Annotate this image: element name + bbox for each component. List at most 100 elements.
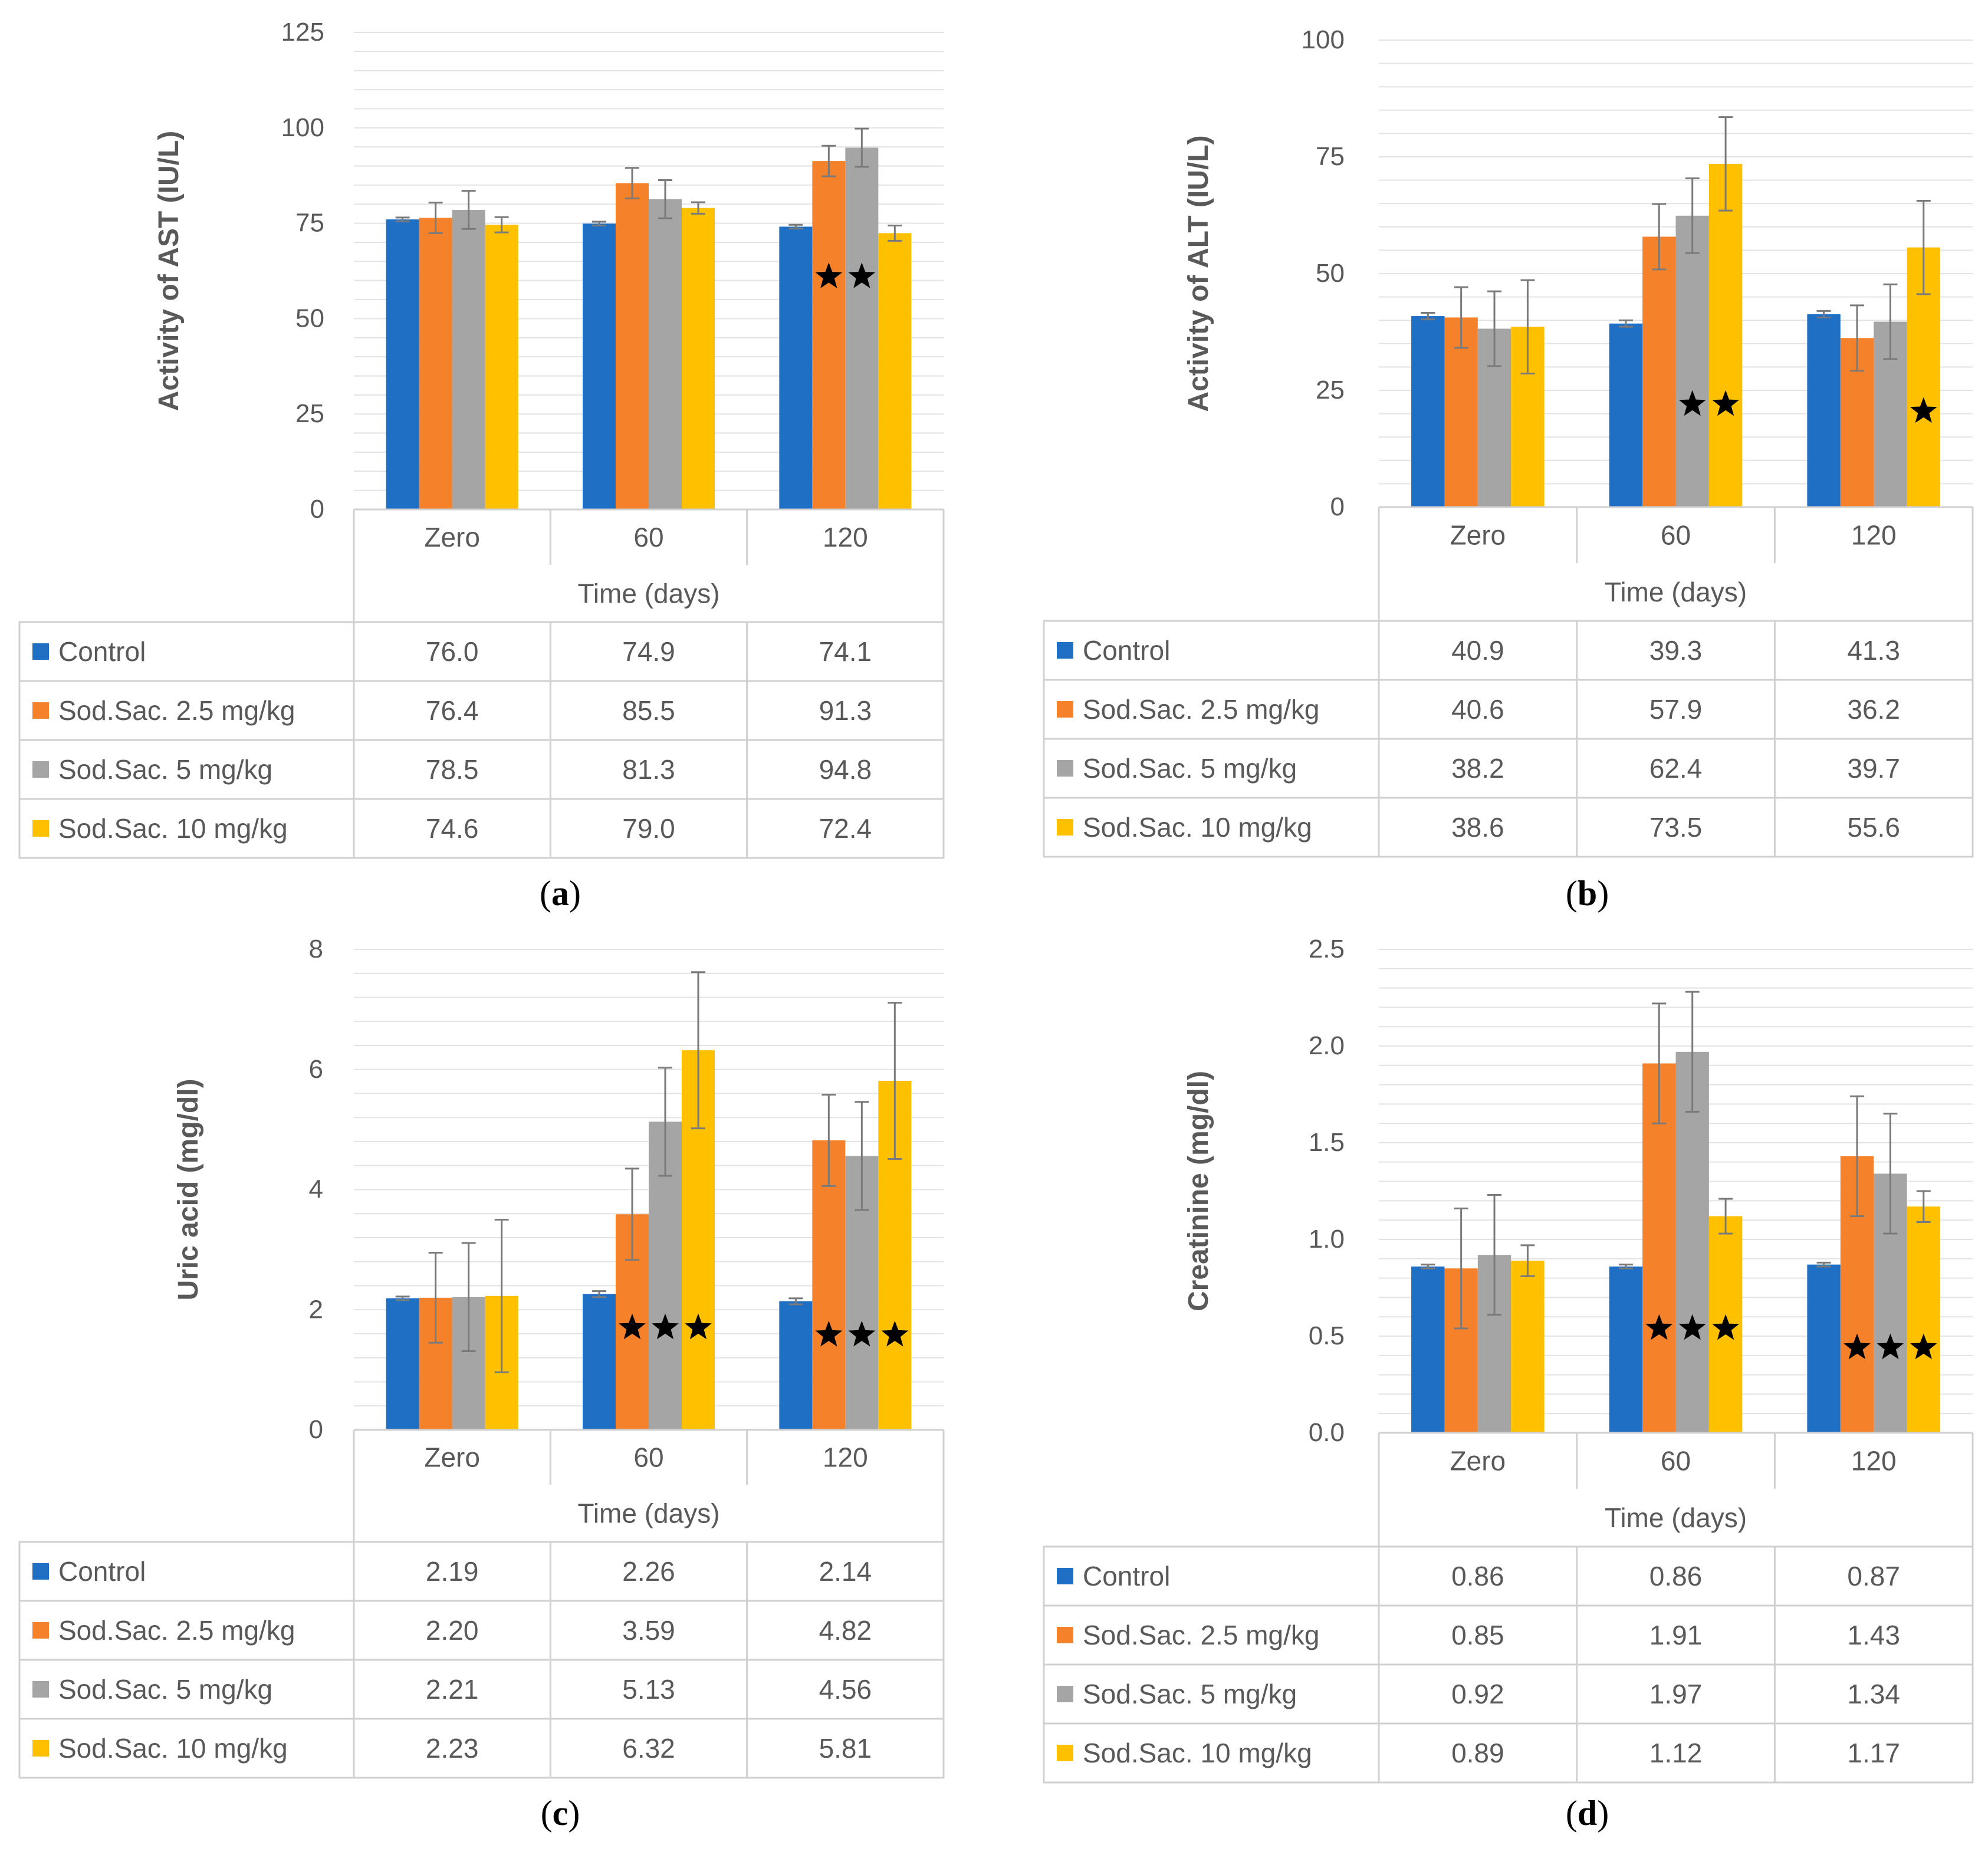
significance-star-b [1712, 390, 1739, 416]
ytick-label-d: 1.0 [1309, 1225, 1345, 1254]
data-label-d-s3-c0: 0.89 [1451, 1738, 1504, 1768]
data-label-d-s1-c1: 1.91 [1649, 1620, 1703, 1650]
x-axis-title-b: Time (days) [1605, 577, 1747, 607]
legend-label-c-s2: Sod.Sac. 5 mg/kg [58, 1674, 272, 1705]
error-bar-c-s0-c2 [788, 1297, 803, 1305]
error-bar-a-s3-c2 [888, 224, 902, 242]
category-label-d: 60 [1661, 1446, 1691, 1476]
significance-star-d [1844, 1333, 1871, 1360]
error-bar-b-s0-c2 [1816, 310, 1831, 318]
error-bar-a-s1-c2 [822, 144, 836, 177]
ytick-label-c: 2 [309, 1295, 323, 1324]
bar-b-s1-c0 [1444, 317, 1478, 507]
data-label-a-s2-c0: 78.5 [426, 754, 479, 785]
ytick-label-d: 1.5 [1309, 1128, 1345, 1157]
significance-star-c [815, 1321, 843, 1347]
y-axis-title-c: Uric acid (mg/dl) [173, 1078, 204, 1300]
legend-key-a-s1 [32, 702, 49, 719]
error-bar-c-s3-c1 [691, 971, 705, 1130]
bar-d-s0-c1 [1609, 1266, 1643, 1433]
data-label-d-s3-c2: 1.17 [1847, 1738, 1900, 1768]
data-label-c-s1-c2: 4.82 [819, 1615, 872, 1646]
error-bar-d-s1-c1 [1652, 1002, 1667, 1124]
data-label-a-s3-c2: 72.4 [819, 813, 872, 844]
ytick-label-c: 8 [309, 935, 323, 963]
bar-a-s0-c0 [386, 219, 419, 509]
panel-caption-a: (a) [540, 874, 581, 913]
panel-caption-d: (d) [1566, 1794, 1609, 1833]
data-label-b-s1-c2: 36.2 [1847, 694, 1900, 725]
data-label-a-s0-c0: 76.0 [426, 636, 479, 667]
y-axis-title-d: Creatinine (mg/dl) [1183, 1071, 1214, 1311]
data-label-c-s2-c0: 2.21 [426, 1674, 479, 1705]
ytick-label-a: 125 [281, 18, 324, 47]
legend-label-b-s0: Control [1083, 635, 1170, 666]
bar-a-s0-c1 [583, 223, 616, 509]
error-bar-b-s0-c1 [1618, 319, 1633, 328]
error-bar-d-s3-c1 [1718, 1198, 1733, 1235]
error-bar-c-s2-c0 [461, 1242, 476, 1353]
error-bar-d-s3-c2 [1916, 1190, 1931, 1223]
x-axis-title-c: Time (days) [577, 1498, 719, 1529]
error-bar-b-s3-c1 [1718, 116, 1733, 212]
error-bar-c-s3-c2 [888, 1002, 902, 1160]
error-bar-b-s1-c0 [1454, 286, 1468, 349]
panel-caption-c: (c) [541, 1794, 580, 1833]
data-table-grid-d [1043, 1432, 1974, 1784]
significance-star-c [652, 1313, 679, 1340]
data-label-a-s2-c1: 81.3 [622, 754, 675, 785]
error-bar-c-s3-c0 [494, 1218, 509, 1373]
legend-label-a-s2: Sod.Sac. 5 mg/kg [58, 754, 272, 785]
error-bar-a-s2-c1 [658, 179, 672, 219]
ytick-label-c: 6 [309, 1055, 323, 1084]
legend-label-c-s3: Sod.Sac. 10 mg/kg [58, 1733, 288, 1764]
ytick-label-a: 25 [295, 399, 324, 428]
legend-key-b-s0 [1057, 642, 1073, 659]
bar-a-s2-c2 [845, 147, 879, 509]
ytick-label-d: 0.0 [1309, 1418, 1345, 1447]
bar-a-s0-c2 [779, 226, 813, 509]
error-bar-d-s0-c0 [1421, 1264, 1435, 1269]
data-table-grid-c [18, 1429, 945, 1779]
error-bar-d-s1-c2 [1849, 1095, 1864, 1218]
error-bar-a-s1-c1 [625, 167, 639, 200]
data-label-a-s2-c2: 94.8 [819, 754, 872, 785]
legend-key-b-s2 [1057, 760, 1073, 777]
bar-b-s0-c1 [1609, 323, 1643, 507]
data-label-d-s0-c0: 0.86 [1451, 1561, 1504, 1591]
legend-label-c-s1: Sod.Sac. 2.5 mg/kg [58, 1615, 295, 1646]
significance-star-d [1678, 1314, 1706, 1340]
panel-c: 0 2 4 6 8 Uric acid (mg/dl) Zero 60 120 Time (day… [0, 926, 973, 1852]
legend-label-a-s0: Control [58, 636, 146, 667]
ytick-label-a: 100 [281, 113, 324, 142]
ytick-label-b: 0 [1330, 492, 1345, 521]
bar-d-s1-c1 [1642, 1063, 1676, 1433]
ytick-label-c: 0 [309, 1415, 323, 1444]
data-label-b-s1-c1: 57.9 [1649, 694, 1703, 725]
panel-a: 0 25 50 75 100 125 Activity of AST (IU/L) Zero 6… [0, 0, 973, 926]
significance-star-d [1877, 1333, 1904, 1360]
bar-d-s3-c2 [1907, 1206, 1940, 1433]
data-label-d-s2-c2: 1.34 [1847, 1679, 1900, 1709]
bar-b-s2-c1 [1675, 215, 1709, 507]
ytick-label-d: 2.0 [1309, 1031, 1345, 1060]
chart-svg-a: 0 25 50 75 100 125 Activity of AST (IU/L) Zero 6… [18, 18, 945, 913]
bar-c-s1-c2 [812, 1140, 846, 1430]
y-axis-title-a: Activity of AST (IU/L) [153, 131, 185, 412]
bar-a-s1-c2 [812, 161, 846, 509]
category-label-c: 60 [633, 1442, 663, 1473]
error-bar-d-s0-c2 [1816, 1261, 1831, 1268]
ytick-label-d: 0.5 [1309, 1321, 1345, 1350]
legend-label-a-s1: Sod.Sac. 2.5 mg/kg [58, 695, 295, 726]
category-label-d: Zero [1450, 1446, 1506, 1476]
data-label-d-s0-c1: 0.86 [1649, 1561, 1703, 1591]
bar-a-s3-c2 [878, 233, 912, 509]
x-axis-title-d: Time (days) [1605, 1502, 1747, 1533]
panel-d: 0.0 0.5 1.0 1.5 2.0 2.5 Creatinine (mg/dl) Zero… [997, 926, 1988, 1852]
data-label-a-s1-c2: 91.3 [819, 695, 872, 726]
bar-a-s3-c1 [682, 208, 715, 509]
ytick-label-b: 75 [1316, 142, 1345, 171]
error-bar-b-s3-c0 [1520, 279, 1535, 374]
bar-c-s0-c2 [779, 1301, 813, 1430]
data-label-c-s3-c1: 6.32 [622, 1733, 675, 1764]
